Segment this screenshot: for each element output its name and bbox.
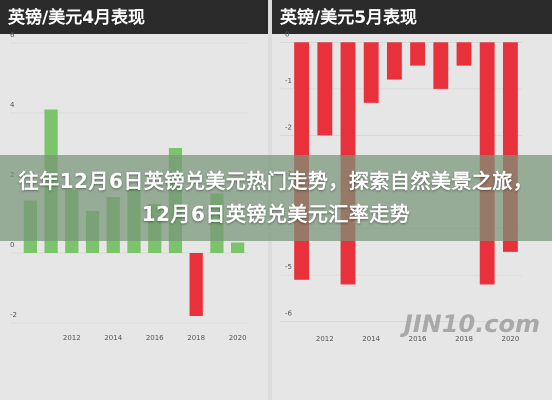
y-tick-label: -2 xyxy=(285,123,292,131)
y-tick-label: -6 xyxy=(285,310,293,318)
bar xyxy=(386,42,402,80)
y-tick-label: -5 xyxy=(285,263,292,271)
watermark: JIN10.com xyxy=(400,310,540,338)
x-tick-label: 2014 xyxy=(104,334,122,342)
panel-header xyxy=(0,0,268,34)
bar xyxy=(456,42,472,66)
bar xyxy=(433,42,449,89)
x-tick-label: 2020 xyxy=(501,335,519,343)
x-tick-label: 2018 xyxy=(455,335,473,343)
bar xyxy=(363,42,379,103)
bar xyxy=(410,42,426,66)
y-tick-label: 6 xyxy=(10,31,15,39)
x-tick-label: 2012 xyxy=(63,334,81,342)
headline: 往年12月6日英镑兑美元热门走势，探索自然美景之旅，12月6日英镑兑美元汇率走势 xyxy=(18,169,534,226)
x-tick-label: 2020 xyxy=(229,334,247,342)
bar xyxy=(317,42,333,136)
chart-title: 英镑/美元4月表现 xyxy=(8,7,145,28)
headline-banner: 往年12月6日英镑兑美元热门走势，探索自然美景之旅，12月6日英镑兑美元汇率走势 xyxy=(0,155,552,241)
y-tick-label: -2 xyxy=(10,311,17,319)
bar xyxy=(231,242,245,253)
x-tick-label: 2012 xyxy=(316,335,334,343)
panel-header xyxy=(272,0,552,34)
y-tick-label: 0 xyxy=(285,30,289,38)
x-tick-label: 2014 xyxy=(362,335,380,343)
x-tick-label: 2018 xyxy=(187,334,205,342)
chart-title: 英镑/美元5月表现 xyxy=(280,7,417,28)
y-tick-label: 4 xyxy=(10,101,15,109)
x-tick-label: 2016 xyxy=(409,335,427,343)
y-tick-label: 0 xyxy=(10,241,14,249)
bar xyxy=(189,253,203,316)
y-tick-label: -1 xyxy=(285,77,292,85)
x-tick-label: 2016 xyxy=(146,334,164,342)
